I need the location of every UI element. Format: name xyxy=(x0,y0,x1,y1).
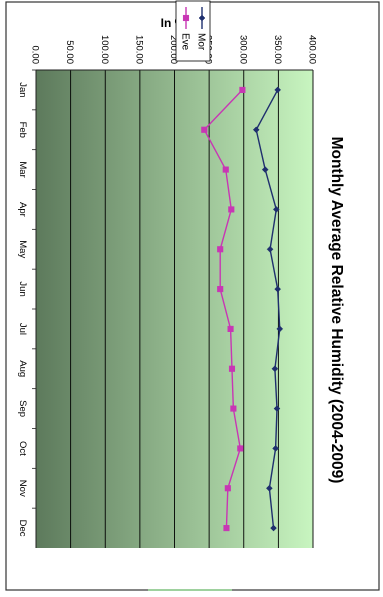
data-point xyxy=(217,246,224,253)
data-point xyxy=(237,445,244,452)
data-point xyxy=(266,245,274,253)
y-tick-labels: 0.0050.00100.00150.00200.00250.00300.003… xyxy=(30,35,318,64)
y-tick-label: 300.00 xyxy=(237,35,248,64)
series-mor xyxy=(252,86,284,532)
x-tick-labels: Jan Feb Mar Apr May Jun Jul Aug Sep Oct Nov Dec xyxy=(17,69,36,537)
x-tick-label: Oct xyxy=(17,441,28,456)
chart-title: Monthly Average Relative Humidity (2004-… xyxy=(328,137,345,484)
y-tick-label: 400.00 xyxy=(307,35,318,64)
data-point xyxy=(201,126,208,133)
y-tick-label: 50.00 xyxy=(64,40,75,64)
data-point xyxy=(273,405,281,412)
data-point xyxy=(227,325,234,332)
data-point xyxy=(217,286,224,293)
data-point xyxy=(266,484,273,492)
data-point xyxy=(182,14,190,22)
rotated-chart: 0.0050.00100.00150.00200.00250.00300.003… xyxy=(17,0,345,548)
series-line xyxy=(203,89,243,529)
data-point xyxy=(272,445,279,452)
series-layer xyxy=(201,86,284,532)
data-point xyxy=(274,86,282,94)
x-tick-label: Jul xyxy=(17,323,28,335)
data-point xyxy=(230,405,237,412)
x-tick-label: Jan xyxy=(17,82,28,97)
y-tick-label: 200.00 xyxy=(168,35,179,64)
data-point xyxy=(239,86,246,93)
data-point xyxy=(276,325,284,333)
data-point xyxy=(222,166,229,173)
x-tick-label: Mar xyxy=(17,161,28,177)
legend: Mor Eve xyxy=(175,0,211,62)
data-point xyxy=(198,14,206,22)
data-point xyxy=(274,285,282,293)
data-point xyxy=(252,126,260,134)
x-tick-label: May xyxy=(17,240,28,258)
legend-label: Mor xyxy=(196,33,207,51)
x-tick-label: Sep xyxy=(17,400,28,417)
data-point xyxy=(271,365,279,373)
legend-label: Eve xyxy=(180,33,191,51)
y-tick-label: 350.00 xyxy=(272,35,283,64)
y-tick-label: 0.00 xyxy=(30,46,41,65)
x-tick-label: Nov xyxy=(17,480,28,497)
x-tick-label: Jun xyxy=(17,281,28,296)
legend-box xyxy=(175,0,211,62)
data-point xyxy=(261,166,269,173)
y-tick-label: 100.00 xyxy=(99,35,110,64)
series-line xyxy=(255,89,281,529)
data-point xyxy=(223,525,230,532)
data-point xyxy=(228,365,236,372)
x-tick-label: Dec xyxy=(17,520,28,537)
x-tick-label: Apr xyxy=(17,202,28,217)
data-point xyxy=(272,206,280,213)
x-tick-label: Feb xyxy=(17,122,28,138)
data-point xyxy=(270,524,277,532)
x-tick-label: Aug xyxy=(17,360,28,377)
y-tick-label: 150.00 xyxy=(133,35,144,64)
data-point xyxy=(224,485,231,492)
series-eve xyxy=(201,86,246,532)
data-point xyxy=(228,206,235,213)
